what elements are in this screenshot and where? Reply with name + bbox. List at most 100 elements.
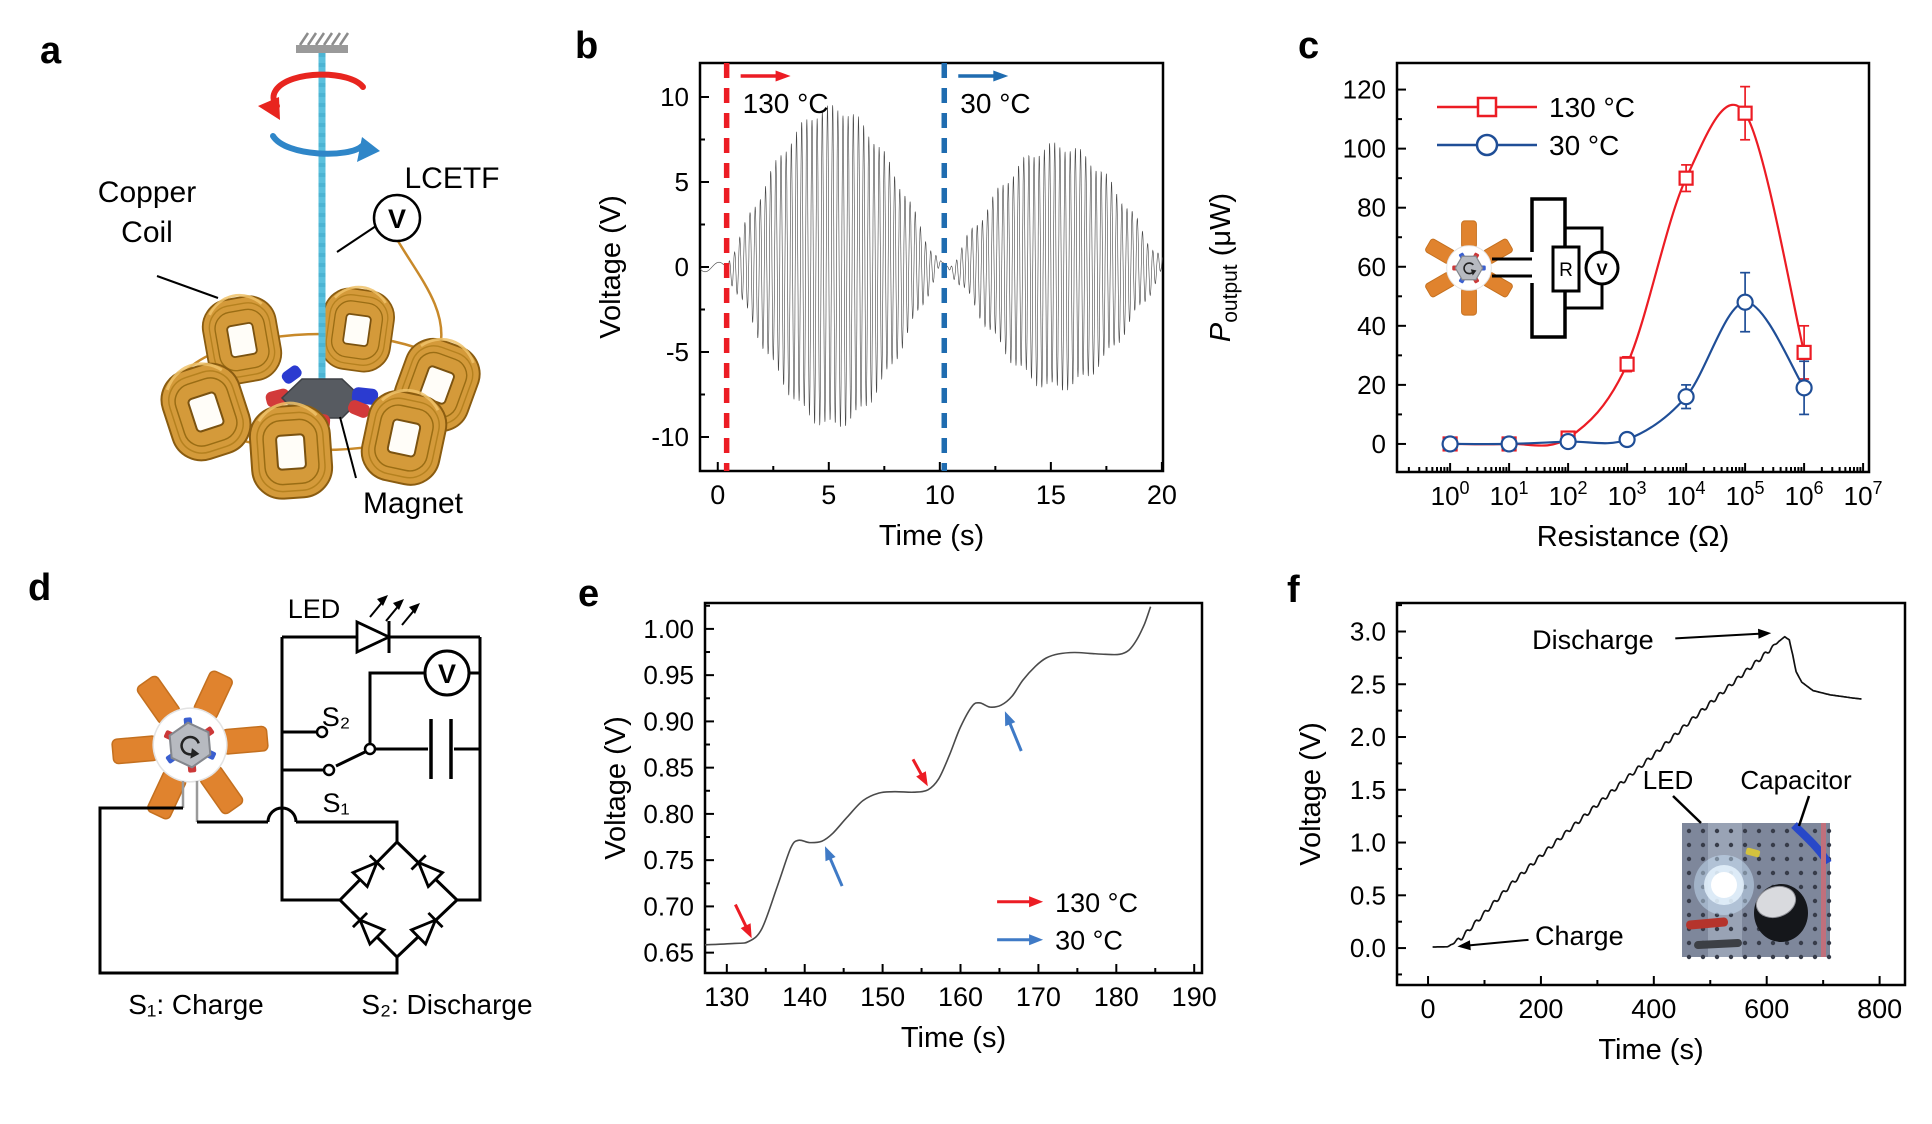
- x-tick-label: 15: [1036, 480, 1066, 510]
- panel-letter-b: b: [575, 25, 598, 67]
- temperature-event-arrow-icon: [825, 846, 844, 887]
- led-symbol: [355, 595, 420, 655]
- annotation-label: Charge: [1535, 921, 1624, 951]
- x-tick-label: 104: [1667, 478, 1706, 511]
- y-axis-title: Voltage (V): [600, 716, 632, 859]
- data-point-marker: [1619, 356, 1635, 372]
- x-tick-label: 160: [938, 982, 983, 1012]
- red-wire: [1686, 917, 1729, 930]
- voltmeter-label: V: [438, 659, 456, 689]
- legend-entry: 30 °C: [1437, 130, 1619, 161]
- axes: 0 200 400 600 800 0.0 0.5 1.0 1.5 2.0 2.5 3.0 Time (…: [1295, 601, 1907, 1066]
- chart-capacitor-charging-steps: 130 140 150 160 170 180 190 0.65 0.70 0.75 0.80 0.8…: [600, 601, 1217, 1054]
- y-tick-label: 0.85: [643, 753, 694, 783]
- y-tick-label: 1.5: [1350, 775, 1386, 805]
- voltmeter-label: V: [1596, 260, 1608, 279]
- s1-caption: S₁: Charge: [128, 989, 264, 1020]
- rotor-generator-icon: [89, 642, 291, 848]
- axes: 130 140 150 160 170 180 190 0.65 0.70 0.75 0.80 0.8…: [600, 601, 1217, 1054]
- chart-charge-discharge: 0 200 400 600 800 0.0 0.5 1.0 1.5 2.0 2.5 3.0 Time (…: [1295, 601, 1907, 1066]
- x-tick-label: 100: [1431, 478, 1470, 511]
- x-tick-label: 800: [1857, 994, 1902, 1024]
- switch-common-contact: [363, 742, 377, 756]
- annotation-charge: Charge: [1457, 921, 1624, 951]
- s2-caption: S₂: Discharge: [361, 989, 532, 1020]
- panel-a-diagram: a: [40, 30, 500, 520]
- x-tick-label: 600: [1744, 994, 1789, 1024]
- x-tick-label: 130: [704, 982, 749, 1012]
- series-130°C: [1442, 85, 1812, 452]
- copper-coil-pointer-line: [156, 275, 219, 299]
- x-tick-label: 107: [1844, 478, 1883, 511]
- copper-coil-label-line1: Copper: [98, 176, 196, 209]
- panel-letter-c: c: [1298, 25, 1319, 67]
- temperature-event-arrow-icon: [734, 903, 752, 939]
- x-tick-label: 20: [1147, 480, 1177, 510]
- data-point-marker: [1618, 430, 1636, 449]
- x-tick-label: 102: [1549, 478, 1588, 511]
- series-30°C: [1441, 271, 1813, 453]
- y-tick-label: 60: [1357, 252, 1386, 282]
- panel-d-circuit: d: [28, 567, 533, 1020]
- temperature-step-label: 130 °C: [743, 88, 829, 119]
- legend-label: 30 °C: [1055, 926, 1123, 956]
- circuit-wires: [98, 635, 482, 975]
- x-axis-title: Time (s): [1598, 1034, 1703, 1066]
- chart-power-vs-resistance: 100 101 102 103 104 105 106 107 0 20 40 60 80 100 120 R…: [1205, 61, 1883, 553]
- x-tick-label: 10: [925, 480, 955, 510]
- copper-coil: [246, 398, 336, 503]
- x-tick-label: 105: [1726, 478, 1765, 511]
- y-tick-label: 0.95: [643, 660, 694, 690]
- y-tick-label: 20: [1357, 370, 1386, 400]
- rotation-arrow-hot-icon: [258, 71, 366, 120]
- panel-letter-d: d: [28, 567, 51, 609]
- legend-entry: 30 °C: [997, 926, 1123, 956]
- rotor-generator-icon: [1423, 220, 1515, 316]
- data-point-marker: [1678, 170, 1694, 186]
- x-tick-label: 170: [1016, 982, 1061, 1012]
- data-point-marker: [1559, 432, 1577, 451]
- y-tick-label: 2.5: [1350, 669, 1386, 699]
- panel-letter-e: e: [578, 573, 599, 615]
- y-tick-label: 80: [1357, 193, 1386, 223]
- y-tick-label: -5: [666, 337, 689, 367]
- x-tick-label: 106: [1785, 478, 1824, 511]
- y-tick-label: 2.0: [1350, 722, 1386, 752]
- y-axis-title: Voltage (V): [1295, 722, 1327, 865]
- inset-capacitor-label: Capacitor: [1740, 765, 1852, 795]
- data-point-marker: [1796, 344, 1812, 361]
- chart-open-circuit-voltage: 0 5 10 15 20 -10 -5 0 5 10 Time (s) Voltage (V) 130 …: [595, 61, 1177, 552]
- resistor-symbol: [1551, 245, 1581, 293]
- x-tick-label: 0: [1421, 994, 1436, 1024]
- data-point-marker: [1736, 293, 1754, 311]
- y-tick-label: 0.80: [643, 799, 694, 829]
- data-point-marker: [1500, 435, 1518, 453]
- y-tick-label: 0.5: [1350, 880, 1386, 910]
- y-axis-title: Poutput (μW): [1205, 193, 1242, 342]
- led-label: LED: [288, 594, 341, 624]
- y-tick-label: 0: [675, 252, 689, 282]
- x-tick-label: 200: [1518, 994, 1563, 1024]
- y-tick-label: 5: [675, 167, 689, 197]
- y-tick-label: 0: [1372, 429, 1386, 459]
- capacitor-pointer-line: [1797, 795, 1811, 827]
- resistor-label: R: [1559, 260, 1573, 281]
- x-tick-label: 5: [821, 480, 836, 510]
- y-tick-label: 1.0: [1350, 828, 1386, 858]
- switch-s2-label: S₂: [322, 702, 351, 732]
- y-tick-label: 0.0: [1350, 933, 1386, 963]
- panel-letter-a: a: [40, 30, 62, 72]
- legend-label: 30 °C: [1549, 130, 1619, 161]
- y-tick-label: 40: [1357, 311, 1386, 341]
- magnet-pointer-line: [339, 416, 357, 479]
- lit-led-glow: [1711, 872, 1737, 898]
- voltmeter-label: V: [388, 204, 406, 234]
- x-axis-title: Resistance (Ω): [1537, 521, 1730, 553]
- legend-label: 130 °C: [1549, 92, 1635, 123]
- switch-s1-label: S₁: [322, 788, 349, 818]
- ceiling-mount-icon: [296, 32, 350, 53]
- x-tick-label: 190: [1172, 982, 1217, 1012]
